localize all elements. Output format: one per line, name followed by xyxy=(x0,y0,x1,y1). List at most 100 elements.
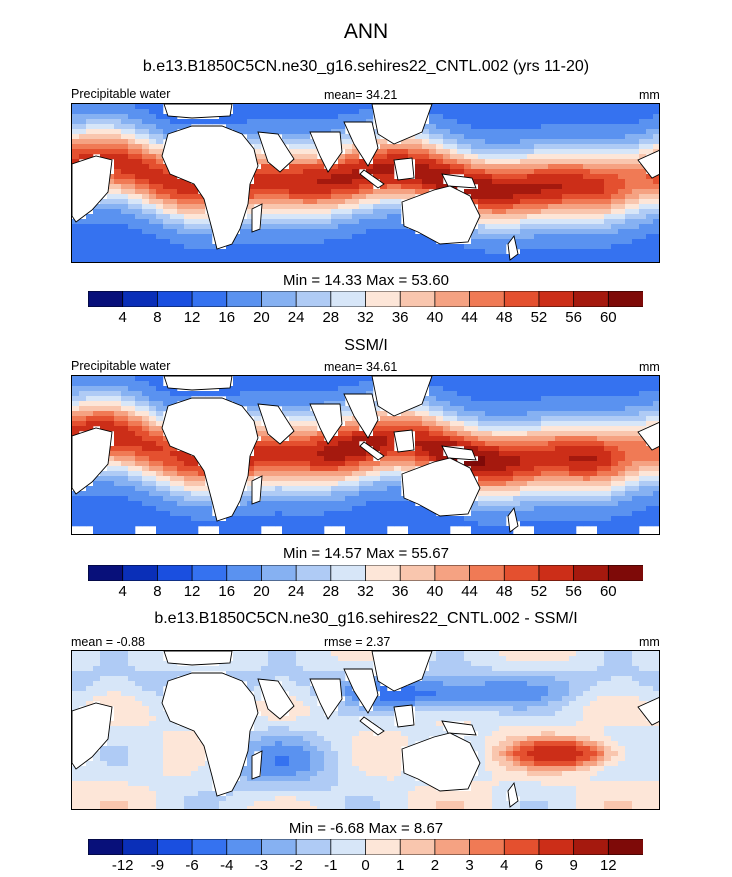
field-cell xyxy=(338,129,346,135)
field-cell xyxy=(135,109,143,115)
field-cell xyxy=(331,511,339,517)
field-cell xyxy=(499,159,507,165)
field-cell xyxy=(590,249,598,255)
field-cell xyxy=(387,436,395,442)
field-cell xyxy=(149,466,157,472)
field-cell xyxy=(541,656,549,662)
field-cell xyxy=(569,239,577,245)
field-cell xyxy=(632,164,640,170)
field-cell xyxy=(72,516,80,522)
field-cell xyxy=(324,376,332,382)
field-cell xyxy=(478,239,486,245)
field-cell xyxy=(184,531,192,534)
field-cell xyxy=(114,134,122,140)
field-cell xyxy=(338,456,346,462)
field-cell xyxy=(625,491,633,497)
field-cell xyxy=(555,164,563,170)
field-cell xyxy=(72,666,80,672)
field-cell xyxy=(625,516,633,522)
field-cell xyxy=(345,516,353,522)
field-cell xyxy=(72,381,80,387)
field-cell xyxy=(93,491,101,497)
coastline xyxy=(163,104,233,119)
field-cell xyxy=(240,661,248,667)
field-cell xyxy=(317,526,325,532)
field-cell xyxy=(156,194,164,200)
field-cell xyxy=(464,189,472,195)
field-cell xyxy=(583,381,591,387)
field-cell xyxy=(548,144,556,150)
field-cell xyxy=(576,491,584,497)
field-cell xyxy=(576,179,584,185)
field-cell xyxy=(191,184,199,190)
field-cell xyxy=(156,154,164,160)
field-cell xyxy=(352,214,360,220)
field-cell xyxy=(261,466,269,472)
field-cell xyxy=(555,671,563,677)
field-cell xyxy=(534,199,542,205)
field-cell xyxy=(485,686,493,692)
field-cell xyxy=(569,471,577,477)
field-cell xyxy=(611,139,619,145)
field-cell xyxy=(443,164,451,170)
field-cell xyxy=(79,421,87,427)
field-cell xyxy=(303,401,311,407)
field-cell xyxy=(597,431,605,437)
field-cell xyxy=(128,184,136,190)
field-cell xyxy=(387,431,395,437)
field-cell xyxy=(324,204,332,210)
field-cell xyxy=(513,164,521,170)
field-cell xyxy=(471,114,479,120)
field-cell xyxy=(282,254,290,260)
field-cell xyxy=(520,421,528,427)
field-cell xyxy=(625,214,633,220)
field-cell xyxy=(422,421,430,427)
field-cell xyxy=(625,179,633,185)
field-cell xyxy=(604,686,612,692)
field-cell xyxy=(485,386,493,392)
field-cell xyxy=(310,219,318,225)
field-cell xyxy=(93,104,101,110)
field-cell xyxy=(401,456,409,462)
field-cell xyxy=(135,471,143,477)
field-cell xyxy=(394,149,402,155)
field-cell xyxy=(191,204,199,210)
field-cell xyxy=(254,681,262,687)
field-cell xyxy=(114,446,122,452)
colorbar-box xyxy=(226,291,263,307)
field-cell xyxy=(527,446,535,452)
field-cell xyxy=(541,461,549,467)
field-cell xyxy=(429,516,437,522)
field-cell xyxy=(359,109,367,115)
field-cell xyxy=(338,431,346,437)
field-cell xyxy=(240,666,248,672)
field-cell xyxy=(303,681,311,687)
field-cell xyxy=(324,184,332,190)
field-cell xyxy=(534,441,542,447)
field-cell xyxy=(422,139,430,145)
field-cell xyxy=(429,386,437,392)
field-cell xyxy=(506,381,514,387)
field-cell xyxy=(450,656,458,662)
field-cell xyxy=(296,254,304,260)
field-cell xyxy=(275,511,283,517)
field-cell xyxy=(282,666,290,672)
field-cell xyxy=(338,199,346,205)
field-cell xyxy=(177,481,185,487)
coastline xyxy=(637,149,659,179)
field-cell xyxy=(100,651,108,657)
field-cell xyxy=(296,456,304,462)
field-cell xyxy=(303,144,311,150)
field-cell xyxy=(562,386,570,392)
field-cell xyxy=(240,396,248,402)
field-cell xyxy=(310,666,318,672)
field-cell xyxy=(541,194,549,200)
field-cell xyxy=(128,406,136,412)
field-cell xyxy=(310,491,318,497)
field-cell xyxy=(191,214,199,220)
field-cell xyxy=(429,656,437,662)
field-cell xyxy=(345,219,353,225)
field-cell xyxy=(618,531,626,534)
field-cell xyxy=(590,411,598,417)
field-cell xyxy=(93,214,101,220)
